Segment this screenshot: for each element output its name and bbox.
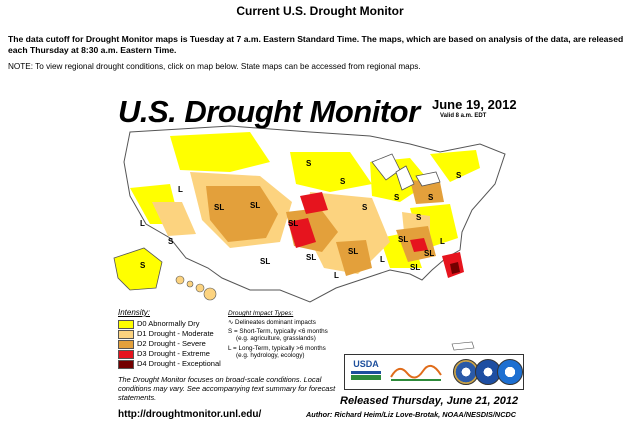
impact-line-long-term-eg: (e.g. hydrology, ecology) bbox=[236, 352, 305, 359]
impact-line-short-term-eg: (e.g. agriculture, grasslands) bbox=[236, 335, 316, 342]
impact-label: S bbox=[456, 171, 462, 180]
impact-label: SL bbox=[306, 253, 316, 262]
drought-monitor-url[interactable]: http://droughtmonitor.unl.edu/ bbox=[118, 409, 262, 420]
ndmc-logo bbox=[389, 359, 445, 385]
impact-label: L bbox=[140, 219, 145, 228]
impact-line-long-term: L = Long-Term, typically >6 months bbox=[228, 345, 326, 352]
impact-labels: S SL SL SL SL SL SL SL L L L S S S S SL … bbox=[140, 159, 462, 280]
map-footnote: The Drought Monitor focuses on broad-sca… bbox=[118, 375, 336, 402]
impact-label: SL bbox=[348, 247, 358, 256]
impact-label: SL bbox=[250, 201, 260, 210]
legend-item-d4: D4 Drought - Exceptional bbox=[118, 359, 221, 369]
usda-logo: USDA bbox=[351, 359, 381, 385]
impact-label: SL bbox=[398, 235, 408, 244]
impact-label: SL bbox=[410, 263, 420, 272]
map-title: U.S. Drought Monitor bbox=[118, 94, 420, 129]
map-date: June 19, 2012 bbox=[432, 97, 517, 112]
noaa-nws-seal-icon bbox=[475, 359, 501, 385]
drought-map[interactable]: S SL SL SL SL SL SL SL L L L S S S S SL … bbox=[110, 92, 532, 424]
impact-label: S bbox=[428, 193, 434, 202]
impact-label: SL bbox=[214, 203, 224, 212]
impact-label: SL bbox=[424, 249, 434, 258]
legend-item-d1: D1 Drought - Moderate bbox=[118, 329, 214, 339]
legend-swatch bbox=[118, 349, 134, 359]
data-cutoff-notice: The data cutoff for Drought Monitor maps… bbox=[8, 34, 624, 55]
impact-label: SL bbox=[288, 219, 298, 228]
legend-item-d2: D2 Drought - Severe bbox=[118, 339, 206, 349]
legend-swatch bbox=[118, 319, 134, 329]
impact-label: S bbox=[168, 237, 174, 246]
map-valid-time: Valid 8 a.m. EDT bbox=[440, 113, 487, 119]
impact-label: L bbox=[178, 185, 183, 194]
impact-label: S bbox=[340, 177, 346, 186]
intensity-legend-title: Intensity: bbox=[118, 308, 151, 317]
legend-swatch bbox=[118, 359, 134, 369]
impact-label: S bbox=[394, 193, 400, 202]
legend-swatch bbox=[118, 339, 134, 349]
us-drought-map-graphic[interactable]: S SL SL SL SL SL SL SL L L L S S S S SL … bbox=[110, 92, 532, 424]
impact-line-short-term: S = Short-Term, typically <6 months bbox=[228, 328, 328, 335]
impact-curve-icon: ∿ bbox=[228, 319, 234, 326]
impact-label: L bbox=[334, 271, 339, 280]
impact-label: S bbox=[306, 159, 312, 168]
impact-legend-title: Drought Impact Types: bbox=[228, 310, 294, 317]
puerto-rico bbox=[451, 341, 475, 351]
legend-item-d3: D3 Drought - Extreme bbox=[118, 349, 210, 359]
impact-line-delineates: ∿ Delineates dominant impacts bbox=[228, 319, 316, 326]
legend-item-d0: D0 Abnormally Dry bbox=[118, 319, 200, 329]
regional-note: NOTE: To view regional drought condition… bbox=[8, 62, 421, 71]
impact-label: L bbox=[440, 237, 445, 246]
noaa-seal-icon bbox=[497, 359, 523, 385]
release-date: Released Thursday, June 21, 2012 bbox=[340, 395, 519, 407]
legend-swatch bbox=[118, 329, 134, 339]
agency-logos: USDA bbox=[344, 354, 524, 390]
alaska bbox=[113, 247, 163, 291]
impact-label: S bbox=[140, 261, 146, 270]
hawaii bbox=[175, 275, 217, 301]
impact-label: S bbox=[416, 213, 422, 222]
impact-label: SL bbox=[260, 257, 270, 266]
impact-label: S bbox=[362, 203, 368, 212]
impact-label: L bbox=[380, 255, 385, 264]
page-title: Current U.S. Drought Monitor bbox=[236, 4, 404, 18]
map-authors: Author: Richard Heim/Liz Love-Brotak, NO… bbox=[306, 410, 517, 419]
